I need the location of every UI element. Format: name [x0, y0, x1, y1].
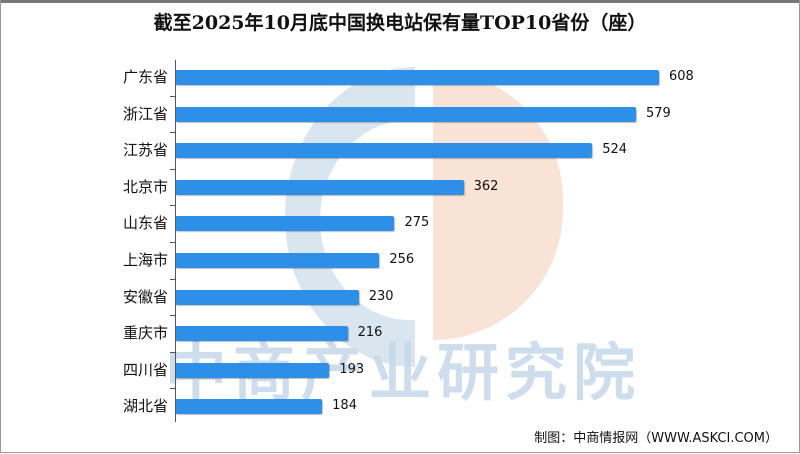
- bar-row: 北京市 362: [0, 172, 800, 202]
- source-note: 制图：中商情报网（WWW.ASKCI.COM）: [534, 431, 778, 446]
- chart-title: 截至2025年10月底中国换电站保有量TOP10省份（座）: [153, 12, 647, 34]
- value-label: 230: [368, 288, 394, 304]
- category-label: 北京市: [122, 177, 168, 196]
- value-label: 608: [669, 69, 694, 84]
- value-label: 524: [602, 142, 628, 158]
- axis-tick: [170, 351, 175, 353]
- category-label: 安徽省: [122, 287, 168, 306]
- bar: [176, 399, 323, 415]
- category-label: 重庆市: [122, 324, 168, 343]
- axis-tick: [170, 242, 175, 243]
- bar-row: 四川省 193: [0, 355, 800, 385]
- bar-row: 重庆市 216: [0, 318, 800, 348]
- top-border: [0, 0, 800, 3]
- bar-row: 浙江省 579: [0, 99, 800, 129]
- bar: [176, 253, 380, 268]
- bar: [176, 143, 593, 159]
- bar: [176, 362, 330, 378]
- bar: [176, 289, 359, 305]
- bar: [176, 106, 636, 122]
- axis-tick: [170, 205, 175, 207]
- category-label: 山东省: [122, 214, 168, 233]
- bar-row: 山东省 275: [0, 208, 800, 238]
- category-label: 四川省: [122, 360, 168, 379]
- value-label: 216: [357, 325, 383, 341]
- axis-tick: [170, 95, 175, 97]
- category-label: 浙江省: [122, 104, 168, 123]
- y-axis: [175, 60, 176, 422]
- value-label: 362: [473, 178, 499, 194]
- bar-row: 江苏省 524: [0, 135, 800, 165]
- axis-tick: [170, 315, 175, 317]
- category-label: 广东省: [122, 68, 168, 86]
- axis-tick: [170, 388, 175, 390]
- value-label: 184: [332, 398, 357, 414]
- category-label: 江苏省: [122, 141, 168, 160]
- value-label: 579: [645, 105, 671, 121]
- bar-row: 上海市 256: [0, 245, 800, 275]
- axis-tick: [170, 278, 175, 280]
- value-label: 275: [404, 215, 430, 231]
- category-label: 湖北省: [122, 397, 168, 416]
- bar: [176, 326, 348, 342]
- bar-row: 湖北省 184: [0, 391, 800, 421]
- axis-tick: [170, 168, 175, 170]
- bar: [176, 179, 464, 195]
- value-label: 193: [339, 361, 365, 377]
- bar-row: 广东省 608: [0, 62, 800, 92]
- value-label: 256: [389, 252, 415, 267]
- bar: [176, 70, 659, 85]
- bar-row: 安徽省 230: [0, 282, 800, 312]
- bar: [176, 216, 395, 232]
- axis-tick: [170, 132, 175, 134]
- category-label: 上海市: [122, 251, 168, 269]
